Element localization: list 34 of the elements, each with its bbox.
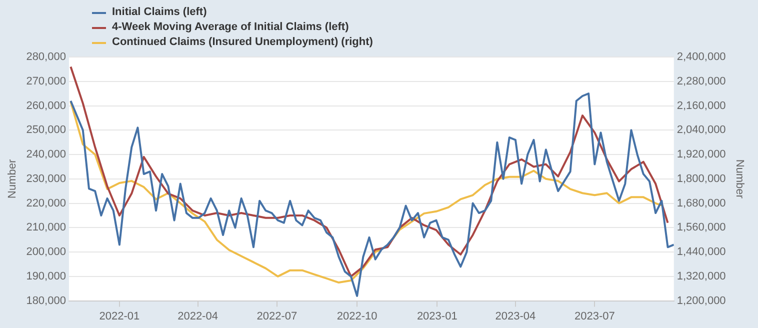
- y2-tick-label: 1,800,000: [676, 172, 726, 185]
- y-tick-label: 180,000: [26, 294, 66, 307]
- y-tick-label: 200,000: [26, 246, 66, 258]
- x-tick-label: 2023-07: [574, 310, 615, 322]
- y2-tick-label: 1,200,000: [676, 294, 726, 307]
- y2-axis-title: Number: [733, 159, 746, 199]
- y-tick-label: 260,000: [26, 100, 66, 112]
- y-tick-label: 250,000: [26, 124, 66, 136]
- y2-tick-label: 1,440,000: [676, 246, 726, 258]
- x-tick-label: 2022-10: [336, 310, 378, 322]
- y2-tick-label: 1,560,000: [676, 222, 726, 234]
- y-tick-label: 230,000: [26, 172, 66, 185]
- x-tick-label: 2023-04: [495, 310, 536, 322]
- y2-tick-label: 1,920,000: [676, 148, 726, 161]
- y2-tick-label: 2,160,000: [676, 100, 726, 112]
- legend-label: Continued Claims (Insured Unemployment) (right): [112, 35, 373, 50]
- x-tick-label: 2022-01: [99, 310, 140, 322]
- y2-tick-label: 2,280,000: [676, 75, 726, 88]
- y2-tick-label: 1,680,000: [676, 197, 726, 210]
- y2-tick-label: 2,040,000: [676, 124, 726, 136]
- legend-label: 4-Week Moving Average of Initial Claims (left): [112, 20, 349, 35]
- y-tick-label: 210,000: [26, 222, 66, 234]
- x-tick-label: 2022-07: [256, 310, 298, 322]
- y2-tick-label: 2,400,000: [676, 51, 726, 64]
- legend-label: Initial Claims (left): [112, 5, 207, 20]
- y-tick-label: 280,000: [26, 51, 66, 64]
- y-tick-label: 190,000: [26, 270, 66, 282]
- x-tick-label: 2022-04: [178, 310, 218, 322]
- y-tick-label: 220,000: [26, 197, 66, 210]
- y-tick-label: 270,000: [26, 75, 66, 88]
- y2-tick-label: 1,320,000: [676, 270, 726, 282]
- y-axis-title: Number: [6, 159, 19, 198]
- y-tick-label: 240,000: [26, 148, 66, 161]
- x-tick-label: 2023-01: [416, 310, 458, 322]
